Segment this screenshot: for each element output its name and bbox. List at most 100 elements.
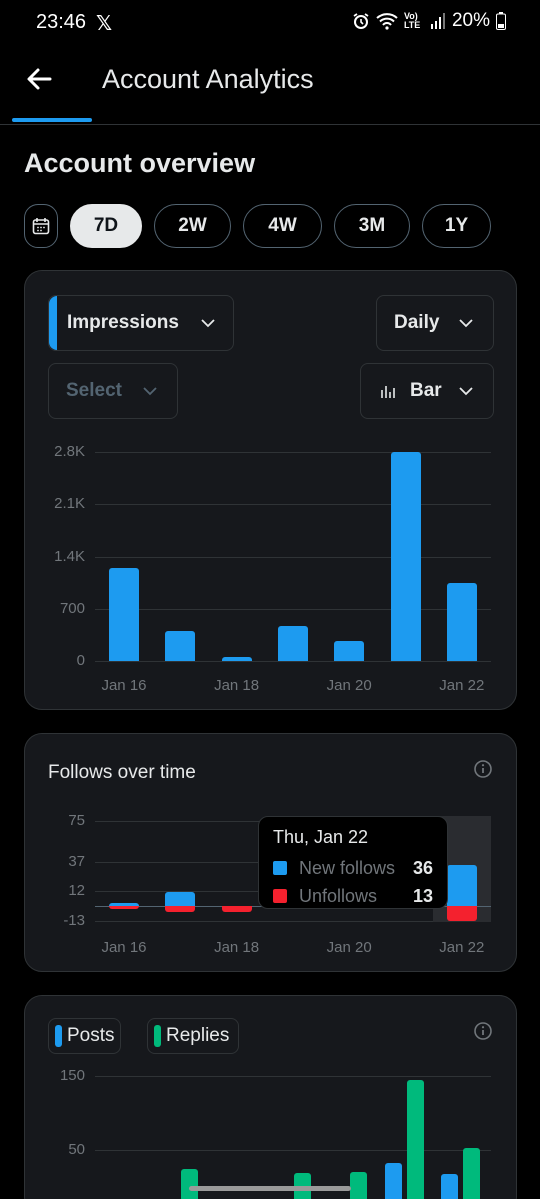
x-tick-label: Jan 22: [439, 677, 485, 694]
compare-dropdown[interactable]: Select: [48, 363, 178, 419]
metric-dropdown-label: Impressions: [67, 312, 179, 333]
x-tick-label: Jan 18: [214, 677, 260, 694]
legend-posts[interactable]: Posts: [48, 1018, 121, 1054]
status-bar: 23:46 𝕏 Vo) LTE 20%: [0, 0, 540, 44]
chart-type-dropdown[interactable]: Bar: [360, 363, 494, 419]
gridline: [95, 556, 491, 558]
calendar-button[interactable]: [24, 204, 58, 248]
new-follows-value: 36: [412, 857, 433, 878]
chart-type-label: Bar: [410, 380, 442, 401]
legend-replies-label: Replies: [166, 1025, 230, 1046]
tooltip-row-new-follows: New follows 36: [273, 854, 433, 882]
new-follows-bar: [446, 865, 477, 906]
overview-title: Account overview: [24, 148, 256, 178]
replies-bar: [406, 1079, 424, 1199]
range-selector: 7D 2W 4W 3M 1Y: [24, 204, 491, 248]
impressions-bar: [334, 640, 365, 661]
header-divider: [0, 124, 540, 125]
battery-percent: 20%: [451, 10, 490, 31]
unfollows-swatch: [273, 889, 287, 903]
impressions-bar: [109, 567, 139, 661]
gridline: [95, 504, 491, 506]
gridline: [95, 1076, 491, 1077]
chevron-down-icon: [459, 319, 473, 328]
posts-bar: [440, 1173, 458, 1199]
network-label: Vo) LTE: [403, 11, 421, 30]
range-2w-button[interactable]: 2W: [154, 204, 231, 248]
info-icon[interactable]: [472, 758, 494, 780]
compare-dropdown-label: Select: [66, 380, 122, 401]
status-time: 23:46: [36, 11, 87, 33]
interval-dropdown[interactable]: Daily: [376, 295, 494, 351]
y-tick-label: 37: [68, 853, 85, 870]
x-tick-label: Jan 18: [214, 939, 260, 956]
unfollows-label: Unfollows: [299, 885, 378, 906]
x-tick-label: Jan 20: [326, 939, 372, 956]
battery-icon: [496, 12, 506, 30]
chevron-down-icon: [201, 319, 215, 328]
gridline: [95, 1150, 491, 1151]
page-title: Account Analytics: [102, 64, 314, 94]
back-button[interactable]: [22, 62, 58, 98]
gridline: [95, 661, 491, 662]
signal-icon: [430, 13, 445, 29]
impressions-bar: [390, 452, 421, 661]
y-tick-label: 50: [68, 1141, 85, 1158]
unfollows-value: 13: [412, 885, 433, 906]
range-7d-button[interactable]: 7D: [70, 204, 142, 248]
y-tick-label: 150: [59, 1067, 85, 1084]
y-tick-label: 2.1K: [54, 495, 85, 513]
tooltip-date: Thu, Jan 22: [273, 827, 369, 847]
y-tick-label: 1.4K: [54, 547, 85, 565]
posts-bar: [384, 1163, 402, 1199]
follows-card-title: Follows over time: [48, 762, 196, 783]
app-header: Account Analytics: [0, 50, 540, 120]
metric-dropdown[interactable]: Impressions: [48, 295, 234, 351]
replies-bar: [293, 1172, 311, 1199]
wifi-icon: [376, 13, 398, 30]
replies-swatch: [154, 1025, 161, 1047]
tooltip-row-unfollows: Unfollows 13: [273, 882, 433, 910]
legend-replies[interactable]: Replies: [147, 1018, 239, 1054]
status-icons: Vo) LTE 20%: [352, 10, 506, 32]
unfollows-bar: [446, 906, 477, 921]
x-tick-label: Jan 16: [101, 677, 147, 694]
impressions-bar: [221, 657, 252, 661]
impressions-bar: [277, 625, 308, 661]
follows-tooltip: Thu, Jan 22 New follows 36 Unfollows 13: [258, 816, 448, 909]
interval-dropdown-label: Daily: [394, 312, 440, 333]
arrow-left-icon: [27, 68, 52, 90]
unfollows-bar: [221, 906, 252, 912]
new-follows-bar: [165, 892, 196, 906]
gridline: [95, 921, 491, 922]
x-tick-label: Jan 22: [439, 939, 485, 956]
replies-bar: [350, 1172, 368, 1199]
posts-card: Posts Replies 150 50: [24, 995, 517, 1199]
posts-swatch: [55, 1025, 62, 1047]
chevron-down-icon: [459, 387, 473, 396]
replies-bar: [181, 1169, 199, 1199]
range-1y-button[interactable]: 1Y: [422, 204, 491, 248]
y-tick-label: 12: [68, 882, 85, 899]
active-tab-indicator: [12, 118, 92, 122]
gridline: [95, 452, 491, 453]
impressions-card: Impressions Daily Select Bar 2.8K 2.1K 1.4…: [24, 270, 517, 710]
alarm-icon: [353, 13, 369, 29]
y-tick-label: 2.8K: [54, 443, 85, 460]
legend-posts-label: Posts: [67, 1025, 115, 1046]
calendar-icon: [32, 218, 50, 235]
home-indicator[interactable]: [189, 1186, 351, 1191]
x-logo-icon: 𝕏: [96, 13, 113, 35]
gridline: [95, 608, 491, 610]
info-icon[interactable]: [472, 1020, 494, 1042]
chevron-down-icon: [143, 387, 157, 396]
y-tick-label: -13: [63, 912, 85, 929]
replies-bar: [462, 1147, 480, 1199]
new-follows-label: New follows: [299, 857, 396, 878]
range-3m-button[interactable]: 3M: [334, 204, 410, 248]
y-tick-label: 75: [68, 812, 85, 829]
range-4w-button[interactable]: 4W: [243, 204, 322, 248]
y-tick-label: 0: [76, 652, 85, 669]
new-follows-swatch: [273, 861, 287, 875]
x-tick-label: Jan 16: [101, 939, 147, 956]
